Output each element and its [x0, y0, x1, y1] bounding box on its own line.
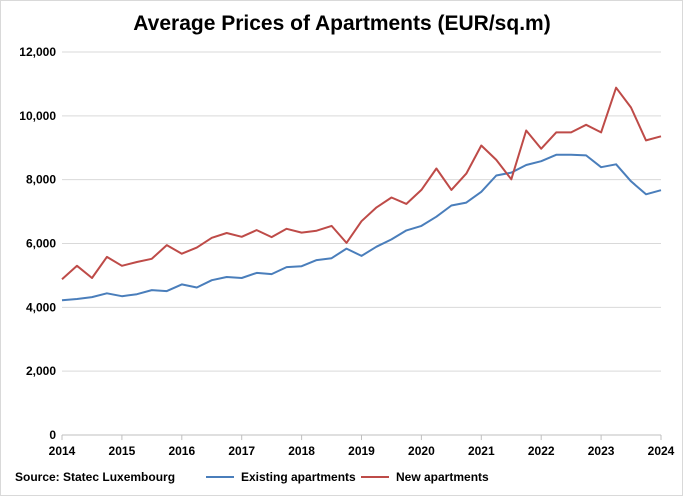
legend-label-existing: Existing apartments [241, 470, 356, 484]
x-tick-label: 2022 [528, 444, 555, 458]
chart-title: Average Prices of Apartments (EUR/sq.m) [133, 12, 550, 35]
x-tick-label: 2015 [109, 444, 136, 458]
x-tick-label: 2019 [348, 444, 375, 458]
x-tick-label: 2018 [288, 444, 315, 458]
y-tick-label: 0 [49, 428, 56, 442]
x-tick-label: 2024 [648, 444, 675, 458]
series-line-new [61, 86, 662, 280]
x-tick-label: 2017 [228, 444, 255, 458]
y-tick-label: 8,000 [26, 173, 56, 187]
series-line-existing [61, 153, 662, 302]
y-tick-label: 12,000 [19, 45, 56, 59]
y-tick-label: 10,000 [19, 109, 56, 123]
x-tick-label: 2016 [168, 444, 195, 458]
y-tick-label: 4,000 [26, 300, 56, 314]
y-tick-label: 2,000 [26, 364, 56, 378]
x-tick-label: 2020 [408, 444, 435, 458]
x-tick-label: 2021 [468, 444, 495, 458]
x-tick-label: 2023 [588, 444, 615, 458]
y-tick-label: 6,000 [26, 237, 56, 251]
x-tick-label: 2014 [49, 444, 76, 458]
legend-label-new: New apartments [396, 470, 489, 484]
source-note: Source: Statec Luxembourg [15, 470, 175, 484]
